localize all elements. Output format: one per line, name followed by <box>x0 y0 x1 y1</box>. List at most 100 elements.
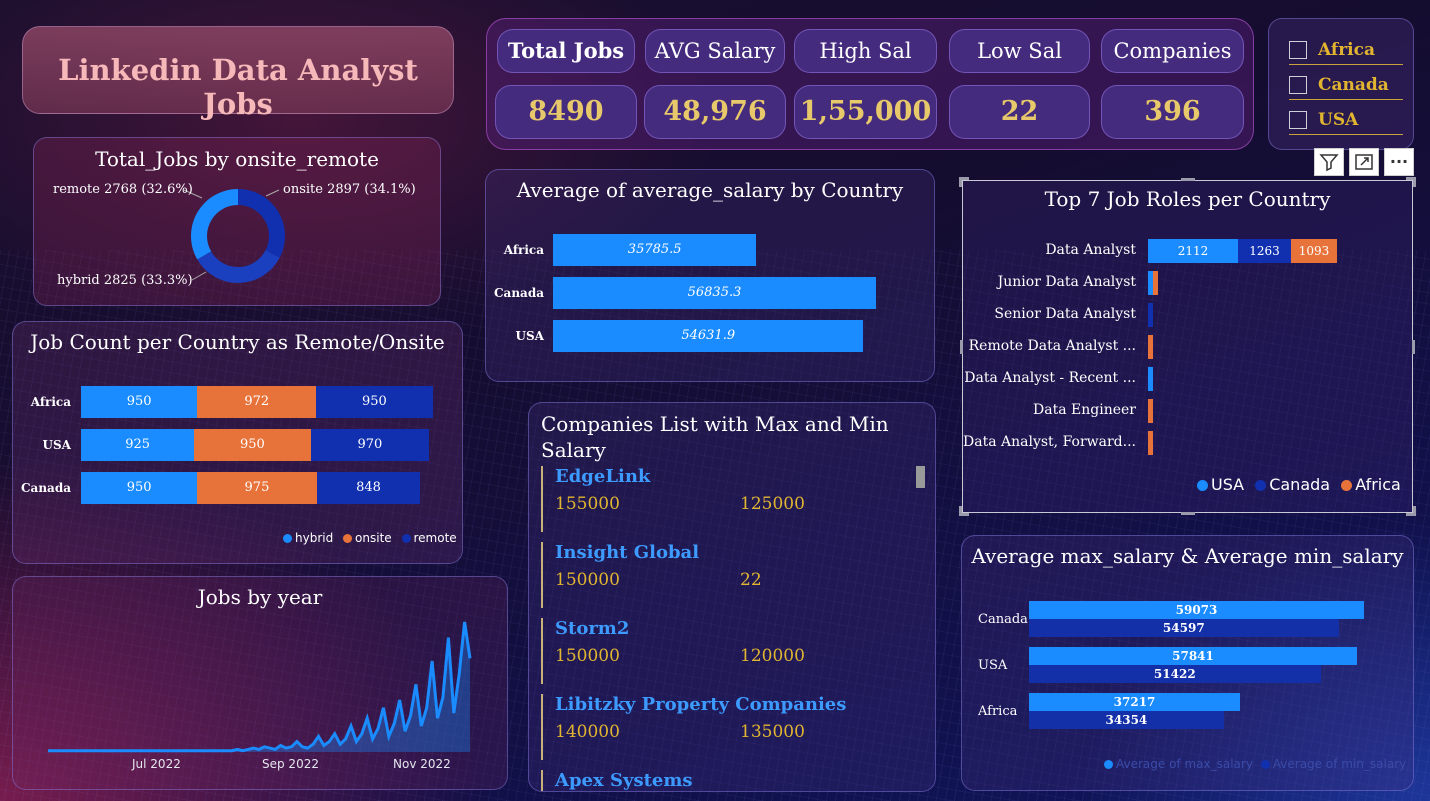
bar-avg-usa[interactable]: 54631.9 <box>553 320 864 352</box>
bar-min-canada[interactable]: 54597 <box>1029 619 1339 637</box>
role-label: Data Analyst <box>1045 242 1136 258</box>
donut-label-remote: remote 2768 (32.6%) <box>53 182 193 197</box>
resize-handle[interactable] <box>1406 513 1416 516</box>
company-name: Apex Systems <box>555 770 693 791</box>
bar-role-canada[interactable]: 1263 <box>1238 239 1291 263</box>
bar-remote-usa[interactable]: 970 <box>310 429 430 461</box>
bar-remote-canada[interactable]: 848 <box>316 472 421 504</box>
kpi-label-high-sal: High Sal <box>794 29 937 73</box>
legend-dot-africa <box>1341 480 1353 491</box>
jobs-by-year-title: Jobs by year <box>197 585 323 609</box>
bar-max-canada[interactable]: 59073 <box>1029 601 1364 619</box>
bar-onsite-africa[interactable]: 972 <box>197 386 317 418</box>
bar-hybrid-africa[interactable]: 950 <box>81 386 198 418</box>
top-roles-title: Top 7 Job Roles per Country <box>1044 187 1331 211</box>
row-label-usa: USA <box>42 438 71 452</box>
resize-handle[interactable] <box>1181 512 1195 515</box>
checkbox[interactable] <box>1289 41 1307 59</box>
x-tick-sep-2022: Sep 2022 <box>262 757 319 771</box>
job-count-title: Job Count per Country as Remote/Onsite <box>30 330 445 354</box>
row-label-africa: Africa <box>30 395 71 409</box>
donut-slice-hybrid[interactable] <box>191 189 238 260</box>
kpi-label-avg-salary: AVG Salary <box>645 29 785 73</box>
jobs-by-year-panel: Jobs by year Jul 2022 Sep 2022 Nov 2022 <box>12 576 508 790</box>
bar-max-usa[interactable]: 57841 <box>1029 647 1357 665</box>
resize-handle[interactable] <box>1413 177 1416 187</box>
legend-remote: remote <box>413 531 457 545</box>
bar-hybrid-usa[interactable]: 925 <box>81 429 195 461</box>
top-roles-legend: USA Canada Africa <box>1191 475 1401 494</box>
leader-line <box>183 189 203 199</box>
row-label-canada: Canada <box>494 286 544 300</box>
bar-onsite-canada[interactable]: 975 <box>197 472 317 504</box>
company-min-salary: 120000 <box>740 646 805 666</box>
legend-max: Average of max_salary <box>1116 757 1253 771</box>
resize-handle[interactable] <box>959 177 962 187</box>
bar-role-usa[interactable] <box>1148 367 1153 391</box>
app-title: Linkedin Data Analyst Jobs <box>58 53 418 121</box>
kpi-value-companies: 396 <box>1101 85 1244 139</box>
jobs-by-year-chart <box>48 621 472 753</box>
job-count-panel: Job Count per Country as Remote/Onsite A… <box>12 321 463 564</box>
bar-role-canada[interactable] <box>1148 303 1153 327</box>
more-options-icon[interactable]: ··· <box>1384 148 1414 176</box>
filter-icon[interactable] <box>1314 148 1344 176</box>
bar-role-usa[interactable]: 2112 <box>1148 239 1238 263</box>
resize-handle[interactable] <box>1181 178 1195 181</box>
row-label-africa: Africa <box>503 243 544 257</box>
company-max-salary: 150000 <box>555 570 620 590</box>
checkbox[interactable] <box>1289 111 1307 129</box>
bar-max-africa[interactable]: 37217 <box>1029 693 1241 711</box>
bar-min-africa[interactable]: 34354 <box>1029 711 1224 729</box>
x-tick-nov-2022: Nov 2022 <box>393 757 451 771</box>
bar-role-africa[interactable]: 1093 <box>1291 239 1337 263</box>
slicer-item-usa[interactable]: USA <box>1289 109 1403 135</box>
resize-handle[interactable] <box>1412 340 1415 354</box>
role-label: Data Analyst, Forward... <box>963 434 1136 450</box>
kpi-value-total-jobs: 8490 <box>495 85 637 139</box>
donut-chart <box>183 189 285 283</box>
bar-avg-africa[interactable]: 35785.5 <box>553 234 757 266</box>
legend-dot-min <box>1260 760 1270 769</box>
bar-onsite-usa[interactable]: 950 <box>194 429 311 461</box>
resize-handle[interactable] <box>959 513 969 516</box>
resize-handle[interactable] <box>959 177 969 180</box>
avg-salary-country-title: Average of average_salary by Country <box>516 178 904 202</box>
country-slicer: Africa Canada USA <box>1268 18 1414 150</box>
avg-salary-country-panel: Average of average_salary by Country Afr… <box>485 169 935 382</box>
bar-role-africa[interactable] <box>1148 399 1153 423</box>
legend-dot-usa <box>1197 480 1208 491</box>
role-label: Data Engineer <box>1033 402 1136 418</box>
legend-onsite: onsite <box>355 531 392 545</box>
kpi-value-low-sal: 22 <box>949 85 1090 139</box>
bar-role-africa[interactable] <box>1148 335 1153 359</box>
company-min-salary: 22 <box>740 570 762 590</box>
scrollbar-thumb[interactable] <box>916 466 925 488</box>
bar-remote-africa[interactable]: 950 <box>316 386 433 418</box>
slicer-item-africa[interactable]: Africa <box>1289 39 1403 65</box>
bar-avg-canada[interactable]: 56835.3 <box>553 277 876 309</box>
focus-mode-icon[interactable] <box>1349 148 1379 176</box>
donut-label-hybrid: hybrid 2825 (33.3%) <box>57 273 193 288</box>
resize-handle[interactable] <box>959 506 962 516</box>
resize-handle[interactable] <box>1413 506 1416 516</box>
donut-slice-remote[interactable] <box>238 189 285 258</box>
bar-hybrid-canada[interactable]: 950 <box>81 472 198 504</box>
bar-role-usa[interactable] <box>1148 271 1153 295</box>
donut-slice-onsite[interactable] <box>197 250 280 283</box>
kpi-label-companies: Companies <box>1101 29 1244 73</box>
resize-handle[interactable] <box>1406 177 1416 180</box>
leader-line <box>191 271 207 281</box>
checkbox[interactable] <box>1289 76 1307 94</box>
slicer-item-canada[interactable]: Canada <box>1289 74 1403 100</box>
companies-list-panel: Companies List with Max and Min Salary E… <box>528 402 936 792</box>
top-roles-panel: Top 7 Job Roles per Country Data Analyst… <box>959 177 1416 516</box>
resize-handle[interactable] <box>960 340 963 354</box>
max-min-title: Average max_salary & Average min_salary <box>971 544 1404 568</box>
company-name: Libitzky Property Companies <box>555 694 847 715</box>
bar-role-africa[interactable] <box>1153 271 1158 295</box>
bar-role-africa[interactable] <box>1148 431 1153 455</box>
max-min-salary-panel: Average max_salary & Average min_salary … <box>961 535 1414 791</box>
app-title-box: Linkedin Data Analyst Jobs <box>22 26 454 121</box>
bar-min-usa[interactable]: 51422 <box>1029 665 1321 683</box>
